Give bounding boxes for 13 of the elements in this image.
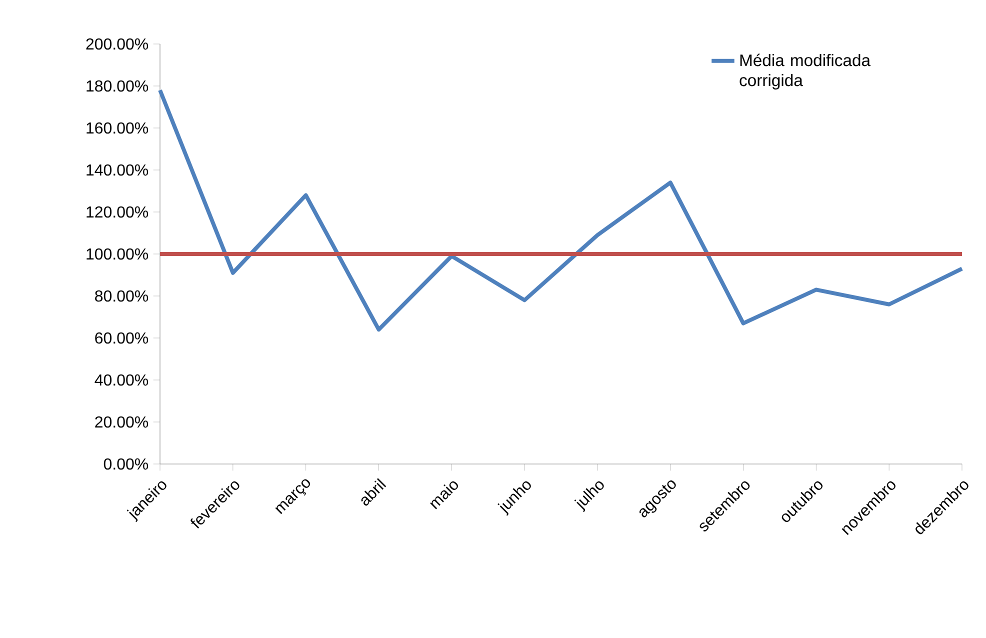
legend-label: Média modificada corrigida [740,54,871,90]
y-tick-label: 80.00% [95,290,148,302]
y-tick-label: 120.00% [86,206,148,218]
line-series [158,88,964,332]
y-tick-label: 200.00% [86,38,148,50]
y-tick-label: 40.00% [94,374,148,386]
y-tick-label: 140.00% [86,164,148,176]
y-tick-label: 20.00% [95,416,148,428]
y-tick-label: 0.00% [104,458,148,470]
y-tick-label: 100.00% [86,248,148,260]
y-tick-label: 160.00% [86,122,148,134]
y-tick-label: 180.00% [86,80,148,92]
y-tick-label: 60.00% [95,332,148,344]
